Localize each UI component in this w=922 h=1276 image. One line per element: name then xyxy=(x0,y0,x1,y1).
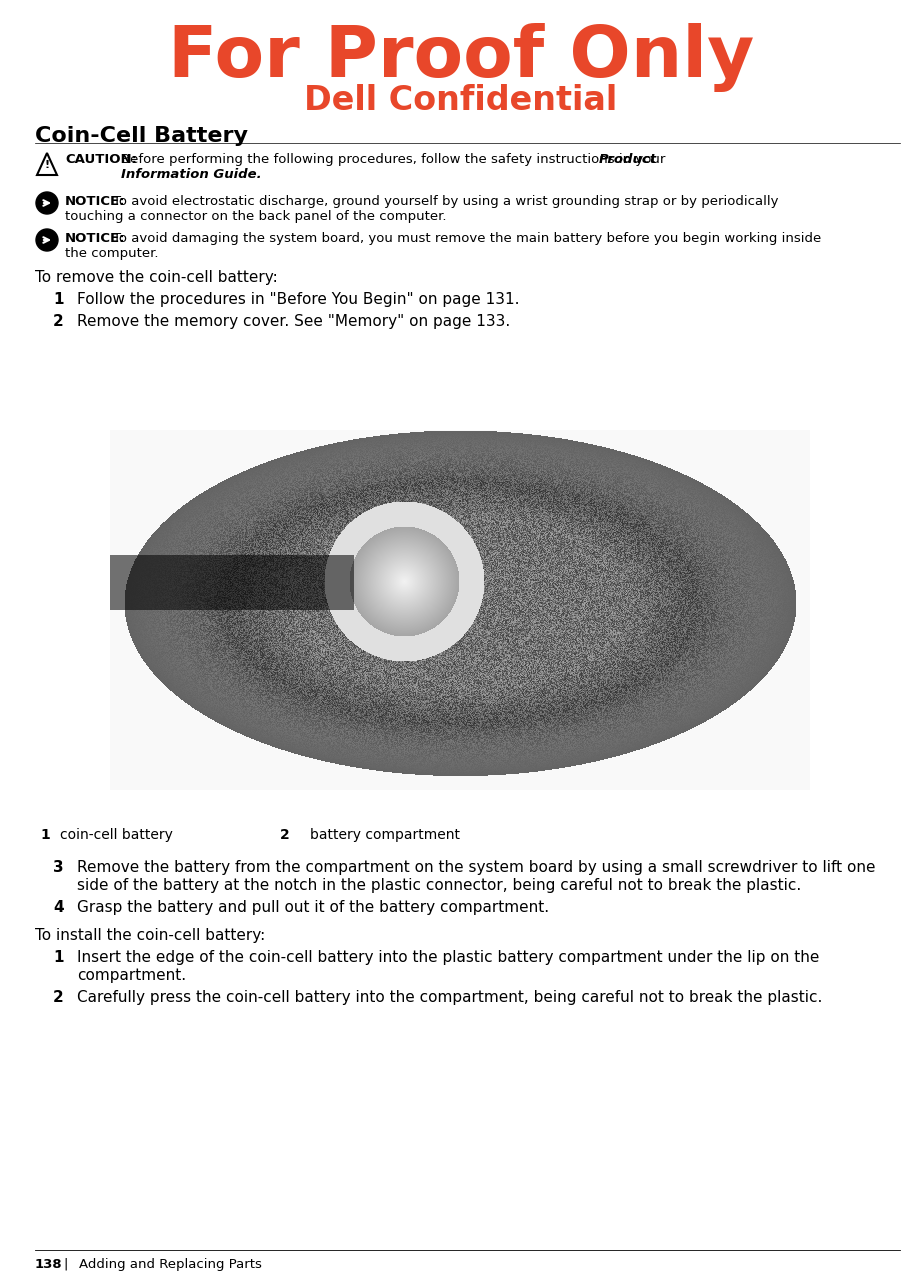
Text: Coin-Cell Battery: Coin-Cell Battery xyxy=(35,126,248,145)
Text: compartment.: compartment. xyxy=(77,968,186,983)
Text: !: ! xyxy=(44,160,50,170)
Text: side of the battery at the notch in the plastic connector, being careful not to : side of the battery at the notch in the … xyxy=(77,878,801,893)
Text: Product: Product xyxy=(599,153,657,166)
Text: For Proof Only: For Proof Only xyxy=(168,23,754,92)
Text: Remove the memory cover. See "Memory" on page 133.: Remove the memory cover. See "Memory" on… xyxy=(77,314,510,329)
Text: 2: 2 xyxy=(280,828,290,842)
Text: Adding and Replacing Parts: Adding and Replacing Parts xyxy=(79,1258,262,1271)
Text: 4: 4 xyxy=(53,900,64,915)
Text: 1: 1 xyxy=(40,828,50,842)
Text: coin-cell battery: coin-cell battery xyxy=(60,828,172,842)
Text: Follow the procedures in "Before You Begin" on page 131.: Follow the procedures in "Before You Beg… xyxy=(77,292,519,308)
Text: 1: 1 xyxy=(294,453,304,468)
Text: NOTICE:: NOTICE: xyxy=(65,232,125,245)
Text: battery compartment: battery compartment xyxy=(310,828,460,842)
Text: touching a connector on the back panel of the computer.: touching a connector on the back panel o… xyxy=(65,211,446,223)
Text: To remove the coin-cell battery:: To remove the coin-cell battery: xyxy=(35,271,278,285)
Text: Insert the edge of the coin-cell battery into the plastic battery compartment un: Insert the edge of the coin-cell battery… xyxy=(77,951,820,965)
Text: 2: 2 xyxy=(53,990,64,1005)
Text: 3: 3 xyxy=(53,860,64,875)
Text: NOTICE:: NOTICE: xyxy=(65,195,125,208)
Text: Information Guide.: Information Guide. xyxy=(121,168,262,181)
Text: 2: 2 xyxy=(594,450,604,464)
Text: Remove the battery from the compartment on the system board by using a small scr: Remove the battery from the compartment … xyxy=(77,860,876,875)
Text: the computer.: the computer. xyxy=(65,248,159,260)
Text: Before performing the following procedures, follow the safety instructions in yo: Before performing the following procedur… xyxy=(121,153,669,166)
Text: |: | xyxy=(63,1257,67,1270)
Text: 1: 1 xyxy=(53,951,64,965)
Text: CAUTION:: CAUTION: xyxy=(65,153,137,166)
Text: Carefully press the coin-cell battery into the compartment, being careful not to: Carefully press the coin-cell battery in… xyxy=(77,990,822,1005)
Text: 1: 1 xyxy=(53,292,64,308)
Text: 138: 138 xyxy=(35,1258,63,1271)
Text: To avoid damaging the system board, you must remove the main battery before you : To avoid damaging the system board, you … xyxy=(113,232,822,245)
Text: To avoid electrostatic discharge, ground yourself by using a wrist grounding str: To avoid electrostatic discharge, ground… xyxy=(113,195,778,208)
Circle shape xyxy=(36,228,58,251)
Text: 2: 2 xyxy=(53,314,64,329)
Text: Dell Confidential: Dell Confidential xyxy=(304,83,618,116)
Text: To install the coin-cell battery:: To install the coin-cell battery: xyxy=(35,928,266,943)
Text: Grasp the battery and pull out it of the battery compartment.: Grasp the battery and pull out it of the… xyxy=(77,900,550,915)
Circle shape xyxy=(36,191,58,214)
